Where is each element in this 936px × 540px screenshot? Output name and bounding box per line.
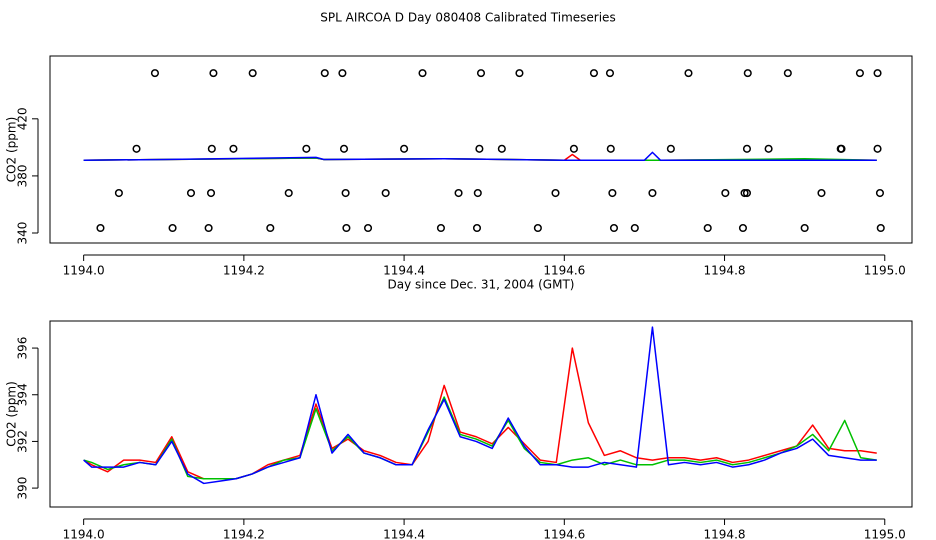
x-tick-label: 1195.0: [864, 264, 906, 278]
y-axis-label: CO2 (ppm): [5, 117, 19, 183]
flag-point: [204, 223, 213, 233]
flag-point: [873, 144, 882, 153]
flag-point: [497, 144, 506, 153]
flag-point: [764, 144, 773, 153]
flag-point: [472, 223, 482, 233]
x-tick-label: 1194.2: [223, 264, 265, 278]
x-axis-label: Day since Dec. 31, 2004 (GMT): [388, 278, 575, 292]
x-tick-label: 1194.8: [704, 264, 746, 278]
flag-point: [589, 69, 599, 78]
y-tick-label: 420: [16, 107, 30, 130]
y-tick-label: 340: [16, 222, 30, 245]
flag-point: [569, 144, 578, 153]
flag-point: [783, 69, 792, 78]
flag-point: [150, 69, 159, 78]
flag-point: [320, 69, 329, 78]
flag-point: [817, 188, 826, 198]
flag-point: [436, 223, 445, 233]
flag-point: [721, 188, 730, 198]
x-tick-label: 1194.0: [63, 264, 105, 278]
flag-point: [743, 69, 752, 78]
x-tick-label: 1194.2: [223, 528, 265, 540]
flag-point: [339, 144, 349, 153]
flag-point: [186, 188, 196, 198]
flag-point: [630, 223, 639, 233]
flag-point: [738, 223, 748, 233]
x-tick-label: 1194.6: [543, 528, 585, 540]
series-line: [83, 396, 877, 480]
flag-point: [338, 69, 347, 78]
flag-point: [454, 188, 463, 198]
flag-point: [800, 223, 809, 233]
flag-point: [475, 144, 484, 153]
y-tick-label: 392: [16, 430, 30, 453]
flag-point: [684, 69, 693, 78]
flag-point: [418, 69, 427, 78]
y-axis-label: CO2 (ppm): [5, 381, 19, 447]
plot-frame: [49, 320, 913, 508]
flag-point: [742, 144, 752, 153]
y-tick-label: 390: [16, 477, 30, 500]
flag-point: [284, 188, 293, 198]
flag-point: [476, 69, 486, 78]
x-tick-label: 1194.4: [383, 528, 425, 540]
x-tick-label: 1194.4: [383, 264, 425, 278]
series-line: [83, 151, 877, 161]
flag-point: [740, 188, 749, 198]
flag-point: [876, 223, 885, 233]
flag-point: [206, 188, 216, 198]
flag-point: [515, 69, 524, 78]
flag-point: [400, 144, 409, 153]
series-line: [83, 326, 877, 485]
flag-point: [248, 69, 257, 78]
flag-point: [873, 69, 882, 78]
flag-point: [266, 223, 275, 233]
flag-point: [114, 188, 123, 198]
flag-point: [606, 144, 615, 153]
flag-point: [302, 144, 311, 153]
y-tick-label: 380: [16, 164, 30, 187]
flag-point: [381, 188, 390, 198]
plot-frame: [49, 55, 913, 244]
flag-point: [605, 69, 615, 78]
flag-point: [742, 188, 752, 198]
flag-point: [609, 223, 619, 233]
x-tick-label: 1194.8: [704, 528, 746, 540]
flag-point: [168, 223, 177, 233]
y-tick-label: 394: [16, 383, 30, 406]
flag-point: [666, 144, 675, 153]
flag-point: [551, 188, 560, 198]
flag-point: [703, 223, 712, 233]
flag-point: [341, 188, 350, 198]
flag-point: [533, 223, 542, 233]
flag-point: [855, 69, 864, 78]
y-tick-label: 396: [16, 337, 30, 360]
flag-point: [96, 223, 105, 233]
flag-point: [608, 188, 617, 198]
x-tick-label: 1194.6: [543, 264, 585, 278]
x-tick-label: 1194.0: [63, 528, 105, 540]
chart-title: SPL AIRCOA D Day 080408 Calibrated Times…: [320, 11, 615, 25]
flag-point: [875, 188, 885, 198]
flag-point: [229, 144, 238, 153]
flag-point: [209, 69, 218, 78]
flag-point: [207, 144, 216, 153]
flag-point: [837, 144, 846, 153]
x-tick-label: 1195.0: [864, 528, 906, 540]
flag-point: [648, 188, 657, 198]
flag-point: [473, 188, 482, 198]
flag-point: [342, 223, 351, 233]
flag-point: [132, 144, 141, 153]
flag-point: [363, 223, 373, 233]
